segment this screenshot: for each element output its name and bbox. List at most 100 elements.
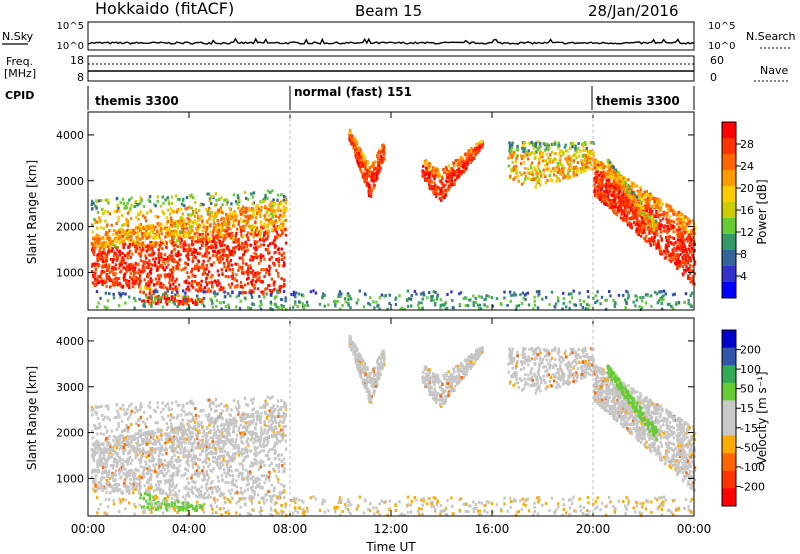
power-cell xyxy=(247,276,250,280)
power-cell xyxy=(124,301,127,305)
power-cell xyxy=(271,215,274,219)
power-cell xyxy=(579,298,582,302)
power-cell xyxy=(139,287,143,291)
power-cell xyxy=(278,234,281,238)
power-cell xyxy=(602,175,605,179)
power-cell xyxy=(162,201,165,205)
power-cell xyxy=(135,215,138,219)
power-cell xyxy=(593,166,597,170)
power-cell xyxy=(450,179,453,183)
power-cell xyxy=(646,212,650,216)
power-cell xyxy=(611,201,615,205)
power-cell xyxy=(669,259,673,263)
power-cell xyxy=(206,192,209,196)
power-cell xyxy=(202,223,206,227)
power-cell xyxy=(168,281,171,285)
power-cell xyxy=(116,236,120,240)
power-cell xyxy=(258,235,261,239)
power-cell xyxy=(594,294,597,298)
power-cell xyxy=(108,271,111,275)
power-cell xyxy=(225,269,228,272)
power-cell xyxy=(358,159,361,163)
power-cell xyxy=(127,245,130,249)
power-cell xyxy=(598,182,602,186)
velocity-cell xyxy=(248,423,251,427)
power-cell xyxy=(687,298,690,302)
power-cell xyxy=(512,177,515,181)
power-cell xyxy=(130,277,133,281)
power-cell xyxy=(277,215,281,219)
power-cell xyxy=(169,273,173,277)
power-cell xyxy=(141,264,145,268)
power-cell xyxy=(580,167,584,170)
power-cell xyxy=(154,225,157,229)
power-cell xyxy=(650,304,653,308)
power-cell xyxy=(635,298,638,302)
power-cell xyxy=(539,155,542,159)
power-cell xyxy=(272,239,276,243)
power-cell xyxy=(681,265,684,268)
power-cell xyxy=(631,200,634,204)
power-cell xyxy=(569,141,573,145)
power-cell xyxy=(624,184,628,188)
power-cell xyxy=(266,235,270,238)
power-cell xyxy=(228,212,231,216)
power-cell xyxy=(211,274,214,277)
power-cell xyxy=(169,287,172,291)
power-cell xyxy=(259,215,262,218)
power-cell xyxy=(645,201,649,204)
power-cell xyxy=(614,173,617,177)
power-cell xyxy=(280,222,283,226)
power-cell xyxy=(197,225,200,229)
y-tick-label: 4000 xyxy=(56,129,84,142)
power-cell xyxy=(188,275,191,279)
power-cell xyxy=(347,302,350,306)
power-cell xyxy=(102,227,105,230)
power-cell xyxy=(512,169,515,172)
power-cell xyxy=(242,271,245,275)
power-cell xyxy=(119,227,122,231)
power-cell xyxy=(239,209,242,213)
power-cell xyxy=(101,251,105,254)
power-cell xyxy=(510,145,514,149)
power-cell xyxy=(212,261,215,265)
power-cell xyxy=(515,164,518,168)
power-cell xyxy=(621,184,625,188)
power-cell xyxy=(259,220,263,224)
power-cell xyxy=(167,297,170,301)
power-cell xyxy=(445,168,449,172)
power-cell xyxy=(139,223,143,226)
power-cell xyxy=(433,181,436,185)
power-cell xyxy=(646,204,649,207)
power-cell xyxy=(175,194,178,198)
power-cell xyxy=(91,223,94,227)
power-cell xyxy=(631,203,634,207)
power-cell xyxy=(360,152,363,156)
power-cell xyxy=(124,222,127,226)
power-cell xyxy=(388,293,391,297)
power-cell xyxy=(97,275,100,279)
power-cell xyxy=(430,180,433,184)
power-cell xyxy=(161,256,164,260)
nave-tick-bottom: 0 xyxy=(710,71,717,84)
power-cell xyxy=(230,274,233,278)
power-cell xyxy=(159,273,162,277)
power-cell xyxy=(142,227,146,231)
power-cell xyxy=(649,207,652,211)
power-cell xyxy=(450,183,454,186)
power-cell xyxy=(503,296,506,300)
power-cell xyxy=(241,212,245,216)
power-cell xyxy=(539,150,542,154)
power-cell xyxy=(428,165,431,169)
power-cell xyxy=(421,306,424,310)
power-cell xyxy=(321,295,324,299)
power-cell xyxy=(596,299,599,303)
power-cell xyxy=(559,158,562,162)
power-cell xyxy=(114,272,117,276)
power-cell xyxy=(657,215,660,219)
power-cell xyxy=(671,293,675,297)
power-cell xyxy=(138,252,141,256)
power-cell xyxy=(213,212,217,216)
power-cell xyxy=(202,239,206,243)
power-cell xyxy=(609,294,612,298)
